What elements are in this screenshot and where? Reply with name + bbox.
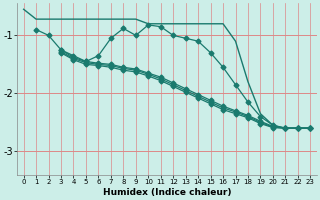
X-axis label: Humidex (Indice chaleur): Humidex (Indice chaleur) <box>103 188 231 197</box>
